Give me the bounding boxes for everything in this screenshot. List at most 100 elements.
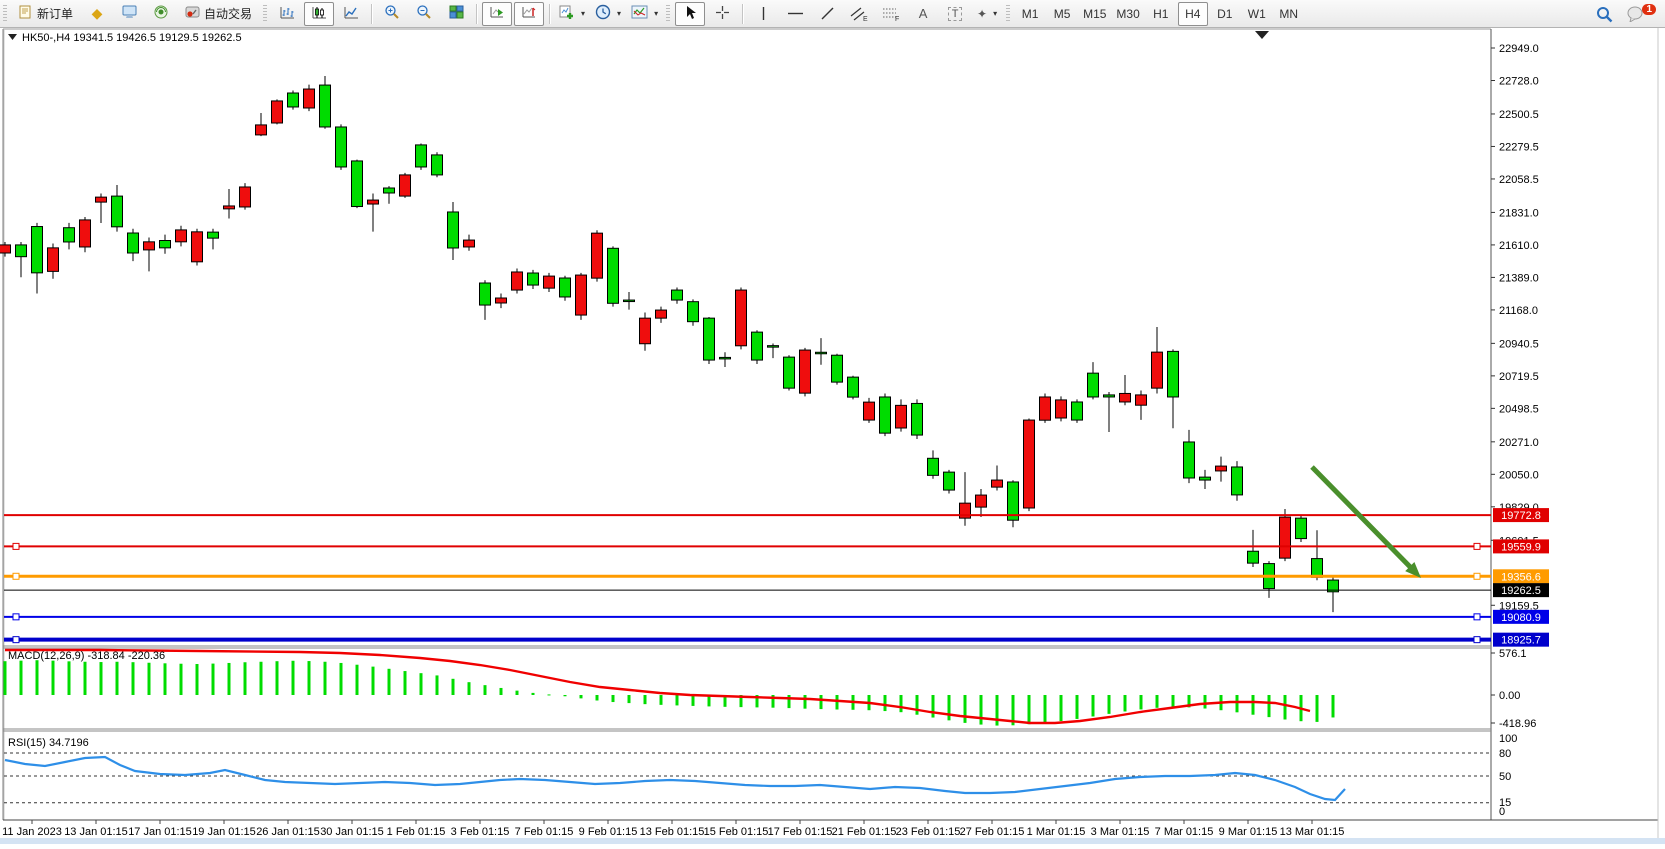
line-handle[interactable]	[12, 613, 20, 621]
chart-shift-marker[interactable]	[1255, 31, 1269, 39]
line-chart-button[interactable]	[336, 2, 366, 26]
cursor-icon	[684, 5, 697, 23]
arrows-icon: ✦	[977, 6, 988, 21]
hline-19262.5[interactable]: 19262.5	[4, 583, 1549, 598]
price-tag	[1493, 508, 1549, 523]
indicators-dropdown[interactable]: ▾	[627, 2, 662, 26]
time-axis[interactable]: 11 Jan 2023 13 Jan 01:15 17 Jan 01:15 19 Ja…	[2, 820, 1344, 838]
timeframe-d1-button[interactable]: D1	[1217, 6, 1233, 21]
timeframes-dropdown[interactable]: ▾	[591, 2, 625, 26]
hline-19772.8[interactable]: 19772.8	[4, 508, 1549, 523]
svg-text:15 Feb 01:15: 15 Feb 01:15	[704, 826, 769, 838]
timeframe-m15-button[interactable]: M15	[1083, 6, 1107, 21]
search-button[interactable]	[1589, 2, 1619, 26]
price-tag	[1493, 569, 1549, 584]
hline-19356.6[interactable]: 19356.6	[4, 569, 1549, 584]
line-handle[interactable]	[1473, 572, 1481, 580]
chart-canvas[interactable]: 22949.0 22728.0 22500.5 22279.5 22058.5 21831…	[0, 28, 1665, 844]
hline-19559.9[interactable]: 19559.9	[4, 539, 1549, 554]
auto-trading-icon	[185, 5, 200, 22]
trendline-button[interactable]	[812, 2, 842, 26]
svg-text:9 Mar 01:15: 9 Mar 01:15	[1219, 826, 1278, 838]
zoom-out-icon	[416, 4, 432, 23]
timeframe-h1-button[interactable]: H1	[1153, 6, 1169, 21]
svg-text:19559.9: 19559.9	[1501, 541, 1541, 553]
line-handle[interactable]	[1473, 613, 1481, 621]
zoom-in-button[interactable]	[377, 2, 407, 26]
svg-text:22279.5: 22279.5	[1499, 141, 1539, 153]
auto-scroll-button[interactable]	[482, 1, 513, 26]
timeframe-m30-button[interactable]: M30	[1116, 6, 1140, 21]
svg-text:17 Feb 01:15: 17 Feb 01:15	[768, 826, 833, 838]
chart-background	[0, 28, 1665, 844]
line-handle[interactable]	[1473, 542, 1481, 550]
annotation-arrow[interactable]	[1310, 465, 1421, 578]
svg-text:23 Feb 01:15: 23 Feb 01:15	[896, 826, 961, 838]
line-chart-icon	[344, 5, 359, 23]
svg-text:1 Mar 01:15: 1 Mar 01:15	[1027, 826, 1086, 838]
svg-text:50: 50	[1499, 771, 1511, 783]
tile-windows-button[interactable]	[441, 2, 471, 26]
line-handle[interactable]	[1473, 636, 1481, 644]
rsi-pane: RSI(15) 34.7196 100 80 50 150	[4, 733, 1517, 818]
timeframe-m5-button[interactable]: M5	[1053, 6, 1071, 21]
chart-shift-icon	[522, 5, 537, 23]
svg-text:3 Feb 01:15: 3 Feb 01:15	[451, 826, 510, 838]
auto-trading-button[interactable]: 自动交易	[178, 2, 259, 26]
candlestick-chart-button[interactable]	[304, 1, 335, 26]
cursor-button[interactable]	[675, 1, 706, 26]
svg-text:18925.7: 18925.7	[1501, 635, 1541, 647]
bar-chart-button[interactable]	[272, 2, 302, 26]
community-button[interactable]: ◆	[82, 2, 112, 26]
svg-text:27 Feb 01:15: 27 Feb 01:15	[960, 826, 1025, 838]
symbol-info: HK50-,H4 19341.5 19426.5 19129.5 19262.5	[8, 32, 242, 44]
signal-icon	[154, 5, 168, 22]
timeframe-mn-button[interactable]: MN	[1279, 6, 1299, 21]
bar-chart-icon	[280, 5, 295, 23]
line-handle[interactable]	[12, 572, 20, 580]
hline-18925.7[interactable]: 18925.7	[4, 632, 1549, 647]
svg-text:7 Mar 01:15: 7 Mar 01:15	[1155, 826, 1214, 838]
line-handle[interactable]	[12, 636, 20, 644]
timeframe-m1-button[interactable]: M1	[1021, 6, 1039, 21]
symbol-dropdown-icon[interactable]	[8, 34, 17, 40]
svg-text:19 Jan 01:15: 19 Jan 01:15	[192, 826, 256, 838]
zoom-in-icon	[384, 4, 400, 23]
new-order-icon	[19, 5, 33, 22]
zoom-out-button[interactable]	[409, 2, 439, 26]
hline-19080.9[interactable]: 19080.9	[4, 609, 1549, 624]
svg-text:20271.0: 20271.0	[1499, 437, 1539, 449]
svg-text:HK50-,H4 19341.5 19426.5 1912: HK50-,H4 19341.5 19426.5 19129.5 19262.5	[22, 32, 242, 44]
text-label-button[interactable]: T	[940, 2, 970, 26]
horizontal-line-button[interactable]	[780, 2, 810, 26]
market-watch-button[interactable]	[114, 2, 144, 26]
new-order-button[interactable]: 新订单	[12, 2, 80, 26]
svg-text:21 Feb 01:15: 21 Feb 01:15	[832, 826, 897, 838]
arrows-dropdown[interactable]: ✦ ▾	[977, 6, 998, 21]
svg-text:0: 0	[1499, 806, 1505, 818]
vertical-line-icon	[762, 7, 764, 20]
notification-badge: 1	[1642, 4, 1656, 15]
timeframe-w1-button[interactable]: W1	[1247, 6, 1266, 21]
fibonacci-button[interactable]: F	[876, 2, 906, 26]
svg-text:17 Jan 01:15: 17 Jan 01:15	[128, 826, 192, 838]
chart-shift-button[interactable]	[514, 1, 545, 26]
svg-text:20719.5: 20719.5	[1499, 371, 1539, 383]
signals-button[interactable]	[146, 2, 176, 26]
vertical-line-button[interactable]	[748, 2, 778, 26]
text-button[interactable]: A	[908, 2, 938, 26]
svg-text:19262.5: 19262.5	[1501, 585, 1541, 597]
main-toolbar: 新订单 ◆ 自动交易	[0, 0, 1665, 28]
line-handle[interactable]	[12, 542, 20, 550]
chat-button[interactable]: 1	[1621, 2, 1656, 26]
chart-window: 22949.0 22728.0 22500.5 22279.5 22058.5 21831…	[0, 28, 1665, 844]
svg-text:19772.8: 19772.8	[1501, 510, 1541, 522]
timeframe-h4-button[interactable]: H4	[1177, 1, 1208, 26]
new-chart-dropdown[interactable]: ▾	[555, 2, 589, 26]
candlestick-chart-icon	[312, 5, 327, 23]
chat-icon	[1627, 6, 1643, 22]
svg-text:13 Jan 01:15: 13 Jan 01:15	[64, 826, 128, 838]
equidistant-channel-button[interactable]: E	[844, 2, 874, 26]
price-tag	[1493, 632, 1549, 647]
crosshair-button[interactable]	[707, 2, 737, 26]
